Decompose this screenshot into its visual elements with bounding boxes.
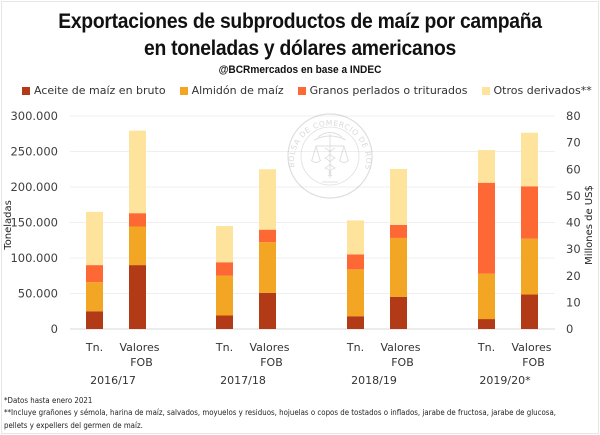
legend-swatch-otros — [481, 86, 490, 95]
bar-segment-granos — [521, 186, 538, 239]
bar-segment-granos — [129, 213, 146, 227]
bar-segment-aceite — [129, 265, 146, 329]
x-bar-label: FOB — [391, 356, 414, 369]
y-tick-label: 200.000 — [10, 180, 58, 194]
bar-segment-granos — [216, 262, 233, 276]
x-campaign-label: 2019/20* — [479, 374, 531, 387]
legend-label-aceite: Aceite de maíz en bruto — [34, 84, 166, 97]
y2-tick-label: 60 — [566, 162, 581, 176]
bar-segment-otros — [390, 168, 407, 225]
chart-subtitle: @BCRmercados en base a INDEC — [218, 64, 382, 76]
seal-outer-ring — [287, 113, 373, 199]
legend-item-granos: Granos perlados o triturados — [297, 84, 468, 97]
bar-segment-otros — [478, 150, 495, 183]
bar-segment-otros — [86, 211, 103, 266]
bar-segment-almidon — [129, 226, 146, 266]
bar-segment-aceite — [390, 296, 407, 329]
y-tick-label: 100.000 — [10, 251, 58, 265]
gridlines — [70, 115, 555, 330]
y2-tick-label: 30 — [566, 242, 581, 256]
bar-segment-almidon — [478, 273, 495, 320]
legend-swatch-granos — [297, 86, 306, 95]
x-bar-label: FOB — [130, 356, 153, 369]
footnote-1: *Datos hasta enero 2021 — [4, 396, 93, 405]
y2-tick-label: 0 — [566, 322, 573, 336]
x-axis-labels: Tn. Valores FOB 2016/17 Tn. Valores FOB 2017/18… — [85, 341, 552, 387]
legend-item-otros: Otros derivados** — [481, 84, 592, 97]
x-bar-label: Tn. — [215, 341, 233, 354]
y2-tick-label: 70 — [566, 136, 581, 150]
legend-swatch-almidon — [179, 86, 188, 95]
footnote-3: pellets y expellers del germen de maíz. — [4, 421, 143, 430]
y-tick-label: 0 — [51, 322, 58, 336]
bar-segment-granos — [390, 224, 407, 238]
bar-group-201617 — [86, 130, 146, 329]
bars — [86, 130, 538, 329]
y2-tick-label: 40 — [566, 216, 581, 230]
bar-segment-otros — [347, 220, 364, 255]
y-tick-label: 50.000 — [18, 287, 58, 301]
bar-segment-almidon — [216, 275, 233, 316]
caduceus-scales-icon — [310, 132, 350, 183]
y2-tick-label: 80 — [566, 109, 581, 123]
bar-segment-aceite — [521, 294, 538, 329]
x-campaign-label: 2016/17 — [90, 374, 136, 387]
bar-segment-otros — [259, 169, 276, 230]
y-axis-right-title: Millones de US$ — [584, 185, 595, 265]
x-bar-label: FOB — [260, 356, 283, 369]
bar-segment-granos — [86, 265, 103, 283]
y-axis-left-ticks: 0 50.000 100.000 150.000 200.000 250.000 300.0… — [10, 109, 58, 336]
seal-inner-ring — [300, 126, 360, 186]
y-axis-right-ticks: 0 10 20 30 40 50 60 70 80 — [566, 109, 581, 336]
x-campaign-label: 2017/18 — [220, 374, 266, 387]
bar-segment-granos — [347, 254, 364, 270]
y-tick-label: 250.000 — [10, 145, 58, 159]
x-bar-label: Valores — [250, 341, 290, 354]
footnote-2: **Incluye grañones y sémola, harina de m… — [4, 408, 557, 417]
bar-segment-aceite — [259, 292, 276, 329]
legend-label-almidon: Almidón de maíz — [191, 84, 284, 97]
chart-legend: Aceite de maíz en bruto Almidón de maíz … — [22, 84, 600, 97]
bar-segment-otros — [129, 130, 146, 214]
x-bar-label: Tn. — [477, 341, 495, 354]
bar-segment-almidon — [259, 242, 276, 293]
chart-title-line-2: en toneladas y dólares americanos — [144, 37, 456, 60]
x-bar-label: FOB — [522, 356, 545, 369]
y-tick-label: 300.000 — [10, 109, 58, 123]
watermark-seal: BOLSA DE COMERCIO DE ROSARIO — [0, 0, 373, 199]
legend-label-granos: Granos perlados o triturados — [309, 84, 468, 97]
legend-item-aceite: Aceite de maíz en bruto — [22, 84, 166, 97]
bar-group-201819 — [347, 168, 407, 329]
bar-segment-almidon — [521, 238, 538, 295]
x-bar-label: Valores — [381, 341, 421, 354]
bar-segment-aceite — [216, 315, 233, 329]
bar-group-201920 — [478, 132, 538, 329]
x-bar-label: Valores — [120, 341, 160, 354]
y2-tick-label: 20 — [566, 269, 581, 283]
bar-segment-otros — [216, 226, 233, 263]
bar-segment-otros — [521, 132, 538, 187]
bar-segment-granos — [259, 229, 276, 243]
x-campaign-label: 2018/19 — [351, 374, 397, 387]
legend-item-almidon: Almidón de maíz — [179, 84, 284, 97]
y2-tick-label: 50 — [566, 189, 581, 203]
x-bar-label: Tn. — [346, 341, 364, 354]
y-tick-label: 150.000 — [10, 216, 58, 230]
y-axis-left-title: Toneladas — [3, 200, 14, 251]
x-bar-label: Tn. — [85, 341, 103, 354]
bar-segment-almidon — [390, 237, 407, 297]
bar-segment-aceite — [478, 319, 495, 329]
x-bar-label: Valores — [512, 341, 552, 354]
bar-segment-granos — [478, 182, 495, 274]
chart-title-line-1: Exportaciones de subproductos de maíz po… — [58, 10, 542, 33]
y2-tick-label: 10 — [566, 295, 581, 309]
bar-segment-almidon — [86, 282, 103, 312]
legend-swatch-aceite — [22, 86, 30, 95]
bar-segment-almidon — [347, 269, 364, 317]
bar-segment-aceite — [347, 316, 364, 329]
chart-plot: BOLSA DE COMERCIO DE ROSARIO 0 50.000 100.… — [0, 0, 595, 387]
legend-label-otros: Otros derivados** — [493, 84, 592, 97]
bar-group-201718 — [216, 169, 276, 329]
bar-segment-aceite — [86, 311, 103, 329]
